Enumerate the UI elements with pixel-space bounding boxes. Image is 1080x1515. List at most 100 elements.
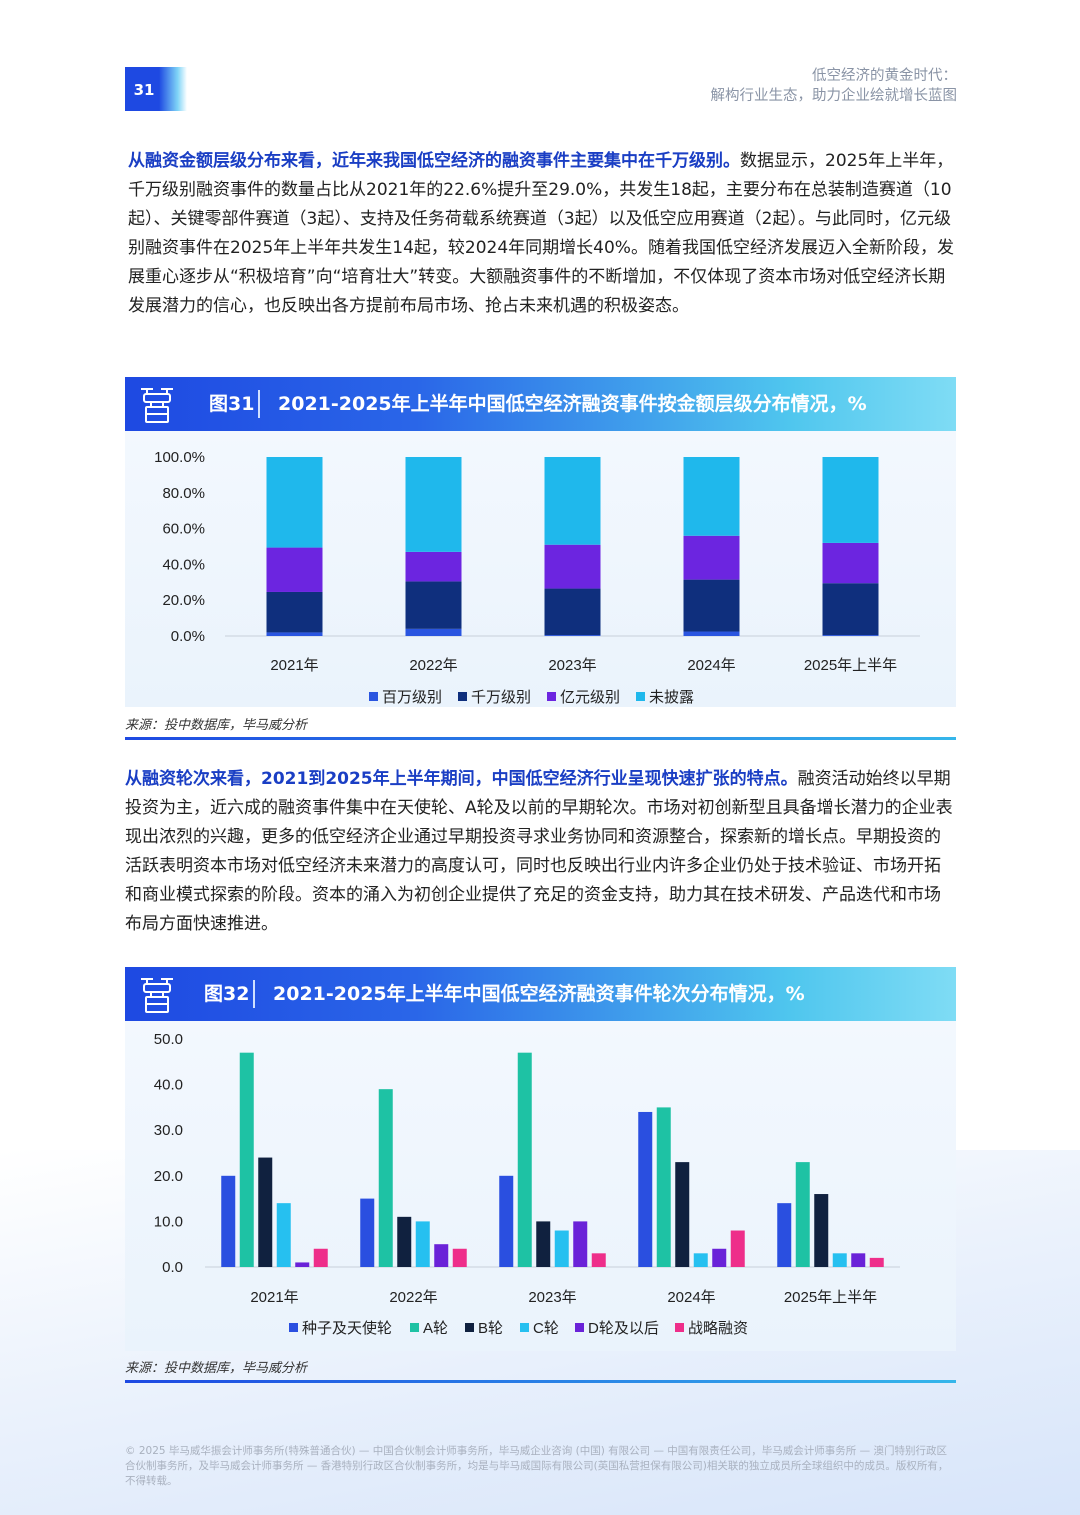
- running-header: 低空经济的黄金时代： 解构行业生态，助力企业绘就增长蓝图: [711, 66, 958, 106]
- legend-label: A轮: [423, 1320, 448, 1337]
- bar: [295, 1262, 310, 1267]
- paragraph-1-lead: 从融资金额层级分布来看，近年来我国低空经济的融资事件主要集中在千万级别。: [128, 151, 740, 171]
- grouped-bar-chart: 0.0 10.0 20.0 30.0 40.0 50.0 2021年 2022年 2023年 20…: [154, 1031, 900, 1337]
- x-tick-label: 2023年: [528, 1289, 576, 1306]
- copyright-footer: © 2025 毕马威华振会计师事务所(特殊普通合伙) — 中国合伙制会计师事务所…: [125, 1445, 949, 1487]
- bar: [675, 1162, 690, 1267]
- legend-swatch: [636, 692, 645, 701]
- bar-segment: [822, 542, 879, 584]
- bar-segment: [683, 631, 740, 636]
- stacked-bar-chart: 0.0% 20.0% 40.0% 60.0% 80.0% 100.0% 2021年 2022年…: [154, 449, 920, 706]
- figure-31-title: 2021-2025年上半年中国低空经济融资事件按金额层级分布情况，%: [278, 393, 867, 415]
- legend-swatch: [675, 1323, 684, 1332]
- legend-swatch: [575, 1323, 584, 1332]
- bar-segment: [405, 457, 462, 552]
- bar: [573, 1221, 588, 1267]
- bar: [832, 1253, 847, 1267]
- paragraph-2-body: 融资活动始终以早期投资为主，近六成的融资事件集中在天使轮、A轮及以前的早期轮次。…: [125, 769, 953, 934]
- y-tick-label: 50.0: [154, 1031, 183, 1048]
- paragraph-1: 从融资金额层级分布来看，近年来我国低空经济的融资事件主要集中在千万级别。数据显示…: [128, 147, 956, 321]
- y-tick-label: 40.0: [154, 1077, 183, 1094]
- bar: [851, 1253, 866, 1267]
- bar-segment: [683, 457, 740, 536]
- bar: [239, 1052, 254, 1267]
- page-number: 31: [133, 81, 155, 99]
- bar-segment: [405, 581, 462, 629]
- x-tick-label: 2025年上半年: [784, 1289, 877, 1306]
- bar: [638, 1111, 653, 1267]
- bar: [434, 1244, 449, 1267]
- drone-icon: [141, 388, 173, 423]
- bar: [517, 1052, 532, 1267]
- x-tick-label: 2021年: [270, 657, 318, 674]
- figure-32-separator: [253, 980, 255, 1008]
- paragraph-1-body: 数据显示，2025年上半年，千万级别融资事件的数量占比从2021年的22.6%提…: [128, 151, 954, 316]
- bar: [656, 1107, 671, 1267]
- y-tick-label: 30.0: [154, 1122, 183, 1139]
- figure-32-number: 图32: [204, 983, 250, 1005]
- y-tick-label: 80.0%: [162, 485, 205, 502]
- bar-segment: [544, 544, 601, 589]
- figure-31-rule: [125, 737, 956, 740]
- figure-32-header: 图32 2021-2025年上半年中国低空经济融资事件轮次分布情况，%: [125, 967, 956, 1021]
- paragraph-2-lead: 从融资轮次来看，2021到2025年上半年期间，中国低空经济行业呈现快速扩张的特…: [125, 769, 798, 789]
- y-tick-label: 100.0%: [154, 449, 205, 466]
- bar-segment: [266, 457, 323, 548]
- legend-label: 未披露: [649, 689, 694, 706]
- legend-label: 种子及天使轮: [302, 1320, 392, 1337]
- paragraph-2: 从融资轮次来看，2021到2025年上半年期间，中国低空经济行业呈现快速扩张的特…: [125, 765, 956, 939]
- bar-segment: [544, 457, 601, 545]
- x-tick-label: 2023年: [548, 657, 596, 674]
- bar: [814, 1194, 829, 1267]
- y-tick-label: 20.0: [154, 1168, 183, 1185]
- y-tick-label: 20.0%: [162, 592, 205, 609]
- bar: [360, 1198, 375, 1267]
- bar: [452, 1248, 467, 1267]
- bar: [712, 1248, 727, 1267]
- y-tick-label: 60.0%: [162, 521, 205, 538]
- bar-segment: [683, 579, 740, 632]
- legend-label: 亿元级别: [560, 689, 620, 706]
- bar: [536, 1221, 551, 1267]
- figure-31-number: 图31: [209, 393, 255, 415]
- bar-segment: [683, 535, 740, 580]
- figure-32-title: 2021-2025年上半年中国低空经济融资事件轮次分布情况，%: [273, 983, 805, 1005]
- legend-swatch: [465, 1323, 474, 1332]
- figure-31-separator: [258, 390, 260, 418]
- legend-swatch: [520, 1323, 529, 1332]
- bar: [591, 1253, 606, 1267]
- legend-swatch: [458, 692, 467, 701]
- y-tick-label: 40.0%: [162, 556, 205, 573]
- y-tick-label: 10.0: [154, 1213, 183, 1230]
- bar-segment: [544, 635, 601, 636]
- bar: [276, 1203, 291, 1267]
- bar-segment: [266, 547, 323, 592]
- bar: [378, 1089, 393, 1267]
- figure-32-rule: [125, 1380, 956, 1383]
- bar: [869, 1257, 884, 1267]
- bar-segment: [405, 551, 462, 582]
- legend-label: 千万级别: [471, 689, 531, 706]
- header-title-line1: 低空经济的黄金时代：: [812, 68, 957, 84]
- bar-segment: [822, 635, 879, 636]
- legend-label: B轮: [478, 1320, 503, 1337]
- figure-31-body: 0.0% 20.0% 40.0% 60.0% 80.0% 100.0% 2021年 2022年…: [125, 431, 956, 707]
- figure-32-body: 0.0 10.0 20.0 30.0 40.0 50.0 2021年 2022年 2023年 20…: [125, 1021, 956, 1351]
- bar-segment: [405, 628, 462, 636]
- legend-label: D轮及以后: [588, 1320, 659, 1337]
- legend-swatch: [547, 692, 556, 701]
- x-tick-label: 2025年上半年: [804, 657, 897, 674]
- bar: [397, 1216, 412, 1267]
- bar-segment: [266, 591, 323, 633]
- bar-segment: [822, 457, 879, 543]
- bar: [258, 1157, 273, 1267]
- bar: [730, 1230, 745, 1267]
- x-tick-label: 2024年: [667, 1289, 715, 1306]
- y-tick-label: 0.0%: [171, 628, 205, 645]
- x-tick-label: 2024年: [687, 657, 735, 674]
- bar: [795, 1162, 810, 1267]
- legend-label: C轮: [533, 1320, 559, 1337]
- header-title-line2: 解构行业生态，助力企业绘就增长蓝图: [710, 88, 958, 104]
- bar: [415, 1221, 430, 1267]
- page-number-badge: 31: [125, 67, 187, 111]
